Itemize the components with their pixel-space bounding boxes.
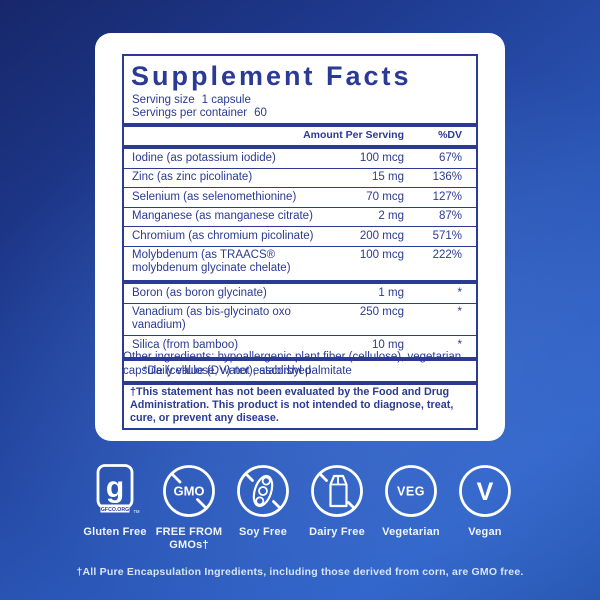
nutrient-row-manganese: Manganese (as manganese citrate) 2 mg 87… (124, 206, 476, 227)
badge-label: Dairy Free (309, 526, 365, 538)
vegan-icon: V (459, 465, 511, 517)
svg-text:VEG: VEG (397, 485, 425, 499)
serving-size-line: Serving size 1 capsule (124, 94, 476, 107)
svg-text:GMO: GMO (173, 484, 204, 499)
panel-title: Supplement Facts (131, 61, 412, 91)
gfco-gluten-free-icon: g GFCO.ORG TM (96, 464, 141, 514)
nutrient-row-selenium: Selenium (as selenomethionine) 70 mcg 12… (124, 187, 476, 207)
serving-size-value: 1 capsule (201, 94, 251, 106)
no-soy-icon (237, 465, 289, 517)
badge-label: Vegan (468, 526, 502, 538)
nutrient-row-vanadium: Vanadium (as bis-glycinato oxo vanadium)… (124, 302, 476, 336)
servings-per-container-line: Servings per container 60 (124, 107, 476, 120)
nutrient-row-molybdenum: Molybdenum (as TRAACS® molybdenum glycin… (124, 245, 476, 279)
nutrient-row-boron: Boron (as boron glycinate) 1 mg * (132, 286, 462, 299)
other-ingredients-text: Other ingredients: hypoallergenic plant … (123, 351, 462, 377)
badge-label: FREE FROM GMOs† (155, 526, 223, 551)
nutrient-row-chromium: Chromium (as chromium picolinate) 200 mc… (124, 226, 476, 246)
badge-gmo-free: GMO FREE FROM GMOs† (154, 463, 225, 552)
dv-footnote: *Daily value (DV) not established (143, 364, 312, 377)
servings-per-container-label: Servings per container (132, 107, 248, 119)
svg-text:V: V (477, 478, 494, 506)
fda-disclaimer-box: †This statement has not been evaluated b… (122, 381, 478, 430)
column-header-row: Amount Per Serving %DV (124, 127, 476, 143)
nutrient-row-silica: Silica (from bamboo) 10 mg * (124, 335, 476, 355)
svg-text:g: g (106, 471, 124, 504)
servings-per-container-value: 60 (254, 107, 267, 119)
divider-thick-bar (124, 356, 476, 361)
supplement-label-card: Supplement Facts Serving size 1 capsule S… (95, 33, 505, 441)
gmo-footnote: †All Pure Encapsulation Ingredients, inc… (76, 566, 524, 578)
no-gmo-icon: GMO (163, 465, 215, 517)
serving-size-label: Serving size (132, 94, 195, 106)
supplement-facts-panel: Supplement Facts Serving size 1 capsule S… (122, 54, 478, 385)
svg-text:GFCO.ORG: GFCO.ORG (101, 507, 129, 513)
badge-gluten-free: g GFCO.ORG TM Gluten Free (80, 463, 151, 539)
divider-thick-bar (124, 123, 476, 127)
badge-label: Soy Free (238, 526, 288, 538)
nutrient-row-zinc: Zinc (as zinc picolinate) 15 mg 136% (124, 167, 476, 188)
badge-vegan: V Vegan (450, 463, 521, 539)
column-header-amount: Amount Per Serving (303, 129, 404, 141)
badge-label: Gluten Free (83, 526, 147, 538)
svg-text:TM: TM (134, 509, 141, 514)
nutrient-row-iodine: Iodine (as potassium iodide) 100 mcg 67% (132, 151, 462, 164)
badge-label: Vegetarian (382, 526, 440, 538)
vegetarian-icon: VEG (385, 465, 437, 517)
certification-badges-row: g GFCO.ORG TM Gluten Free GMO FREE FROM … (0, 463, 600, 552)
badge-vegetarian: VEG Vegetarian (376, 463, 447, 539)
badge-dairy-free: Dairy Free (302, 463, 373, 539)
column-header-dv: %DV (438, 129, 462, 141)
divider-thick-bar (124, 280, 476, 284)
divider-thick-bar (124, 145, 476, 149)
no-dairy-icon (311, 465, 363, 517)
badge-soy-free: Soy Free (228, 463, 299, 539)
